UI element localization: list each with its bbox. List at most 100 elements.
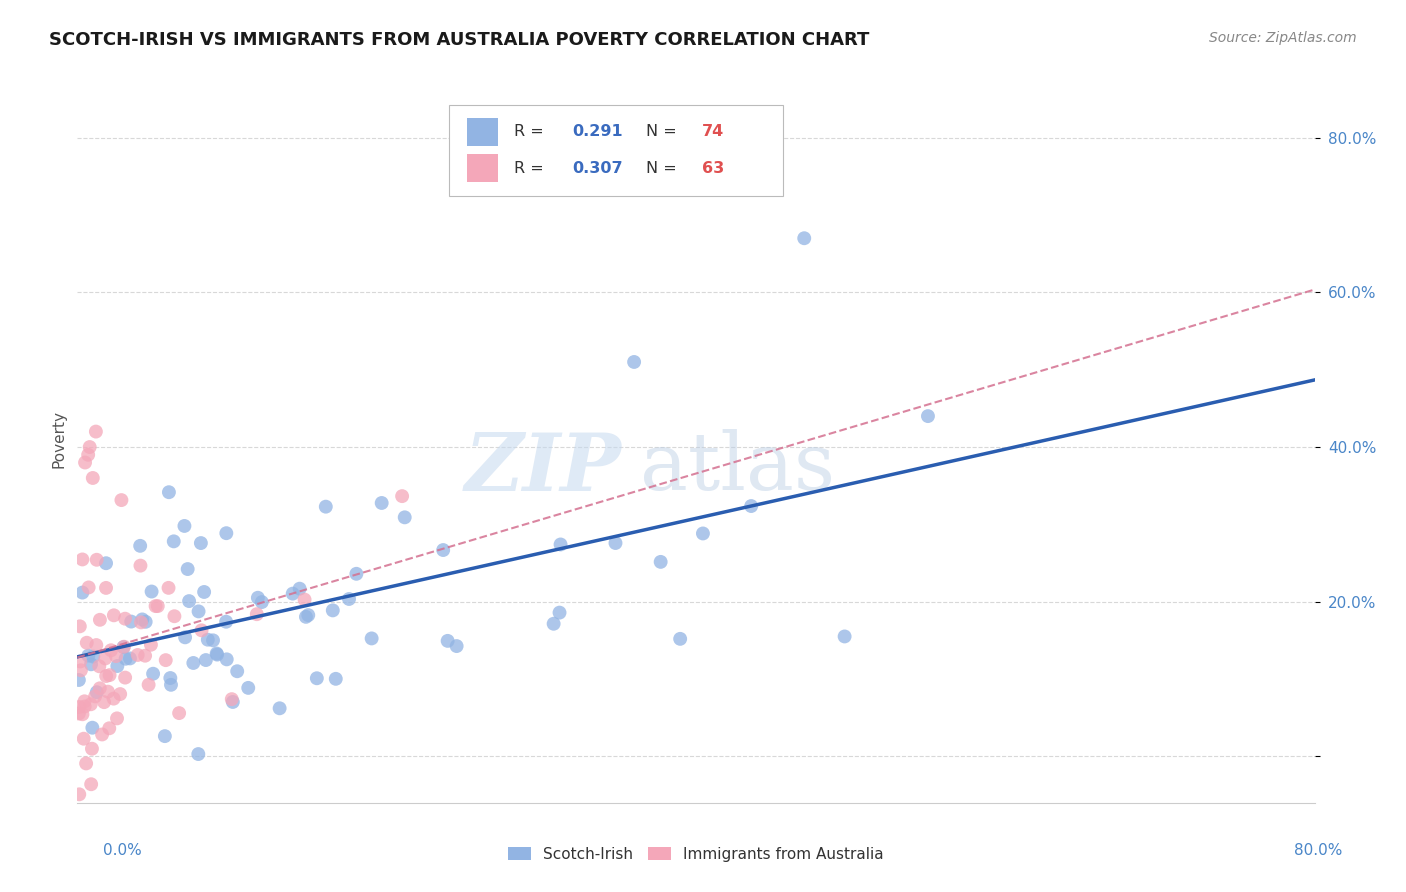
Point <box>80 657 103 672</box>
Point <box>793 231 815 245</box>
Point <box>77 448 100 462</box>
Point <box>118 651 141 665</box>
Text: 0.291: 0.291 <box>572 124 623 139</box>
Point <box>194 653 217 667</box>
Point <box>100 643 122 657</box>
Point <box>129 558 152 573</box>
Point <box>112 640 135 655</box>
Point <box>146 599 169 613</box>
Point <box>98 721 121 735</box>
Point <box>160 678 183 692</box>
Point <box>550 537 572 551</box>
Point <box>70 663 93 677</box>
Point <box>73 731 96 746</box>
Point <box>295 610 318 624</box>
FancyBboxPatch shape <box>467 118 498 145</box>
Point <box>315 500 337 514</box>
Point <box>246 607 269 622</box>
Point <box>205 648 228 662</box>
Point <box>69 655 91 669</box>
Point <box>650 555 672 569</box>
FancyBboxPatch shape <box>449 105 783 195</box>
Point <box>187 604 209 618</box>
Point <box>305 671 328 685</box>
Point <box>250 595 273 609</box>
Text: R =: R = <box>515 124 548 139</box>
Point <box>77 581 100 595</box>
Point <box>73 699 96 714</box>
Point <box>337 592 360 607</box>
Point <box>740 499 762 513</box>
Point <box>129 615 152 630</box>
Point <box>226 665 249 679</box>
Point <box>205 647 228 661</box>
Point <box>72 707 94 722</box>
Point <box>297 608 319 623</box>
Point <box>79 440 101 454</box>
Point <box>163 534 186 549</box>
Point <box>76 636 98 650</box>
Point <box>97 684 120 698</box>
Point <box>142 666 165 681</box>
Point <box>394 510 416 524</box>
Point <box>222 695 245 709</box>
Point <box>391 489 413 503</box>
Point <box>135 615 157 629</box>
Point <box>96 669 118 683</box>
Point <box>86 553 108 567</box>
Point <box>105 649 128 664</box>
Point <box>82 649 104 664</box>
Point <box>167 706 190 720</box>
Point <box>80 741 103 756</box>
Point <box>73 694 96 708</box>
Point <box>834 630 856 644</box>
Text: 0.0%: 0.0% <box>103 843 142 858</box>
Point <box>69 619 91 633</box>
Point <box>173 519 195 533</box>
Point <box>103 608 125 623</box>
Point <box>86 685 108 699</box>
Text: 74: 74 <box>702 124 724 139</box>
Point <box>197 632 219 647</box>
Point <box>187 747 209 761</box>
Point <box>75 456 96 470</box>
Point <box>432 543 454 558</box>
Text: N =: N = <box>647 161 682 176</box>
Point <box>103 691 125 706</box>
Text: ZIP: ZIP <box>465 430 621 508</box>
Point <box>112 640 135 654</box>
Y-axis label: Poverty: Poverty <box>51 410 66 468</box>
Point <box>446 639 468 653</box>
Point <box>89 681 111 696</box>
Text: N =: N = <box>647 124 682 139</box>
Point <box>145 599 167 613</box>
Point <box>193 585 215 599</box>
Point <box>157 485 180 500</box>
Text: 63: 63 <box>702 161 724 176</box>
Point <box>174 630 197 644</box>
Point <box>281 587 304 601</box>
Text: 0.307: 0.307 <box>572 161 623 176</box>
Text: atlas: atlas <box>640 429 835 508</box>
Point <box>80 777 103 791</box>
Point <box>163 609 186 624</box>
Point <box>176 562 198 576</box>
Point <box>141 584 163 599</box>
Point <box>155 653 177 667</box>
Point <box>67 788 90 802</box>
Point <box>110 493 132 508</box>
Point <box>190 536 212 550</box>
Point <box>238 681 260 695</box>
Point <box>157 581 180 595</box>
Point <box>105 711 128 725</box>
Point <box>325 672 347 686</box>
Point <box>246 591 269 605</box>
Point <box>67 700 90 714</box>
Point <box>127 648 149 662</box>
Point <box>269 701 291 715</box>
Point <box>153 729 176 743</box>
Point <box>202 633 225 648</box>
Point <box>75 756 97 771</box>
Point <box>183 656 205 670</box>
Point <box>120 615 142 629</box>
